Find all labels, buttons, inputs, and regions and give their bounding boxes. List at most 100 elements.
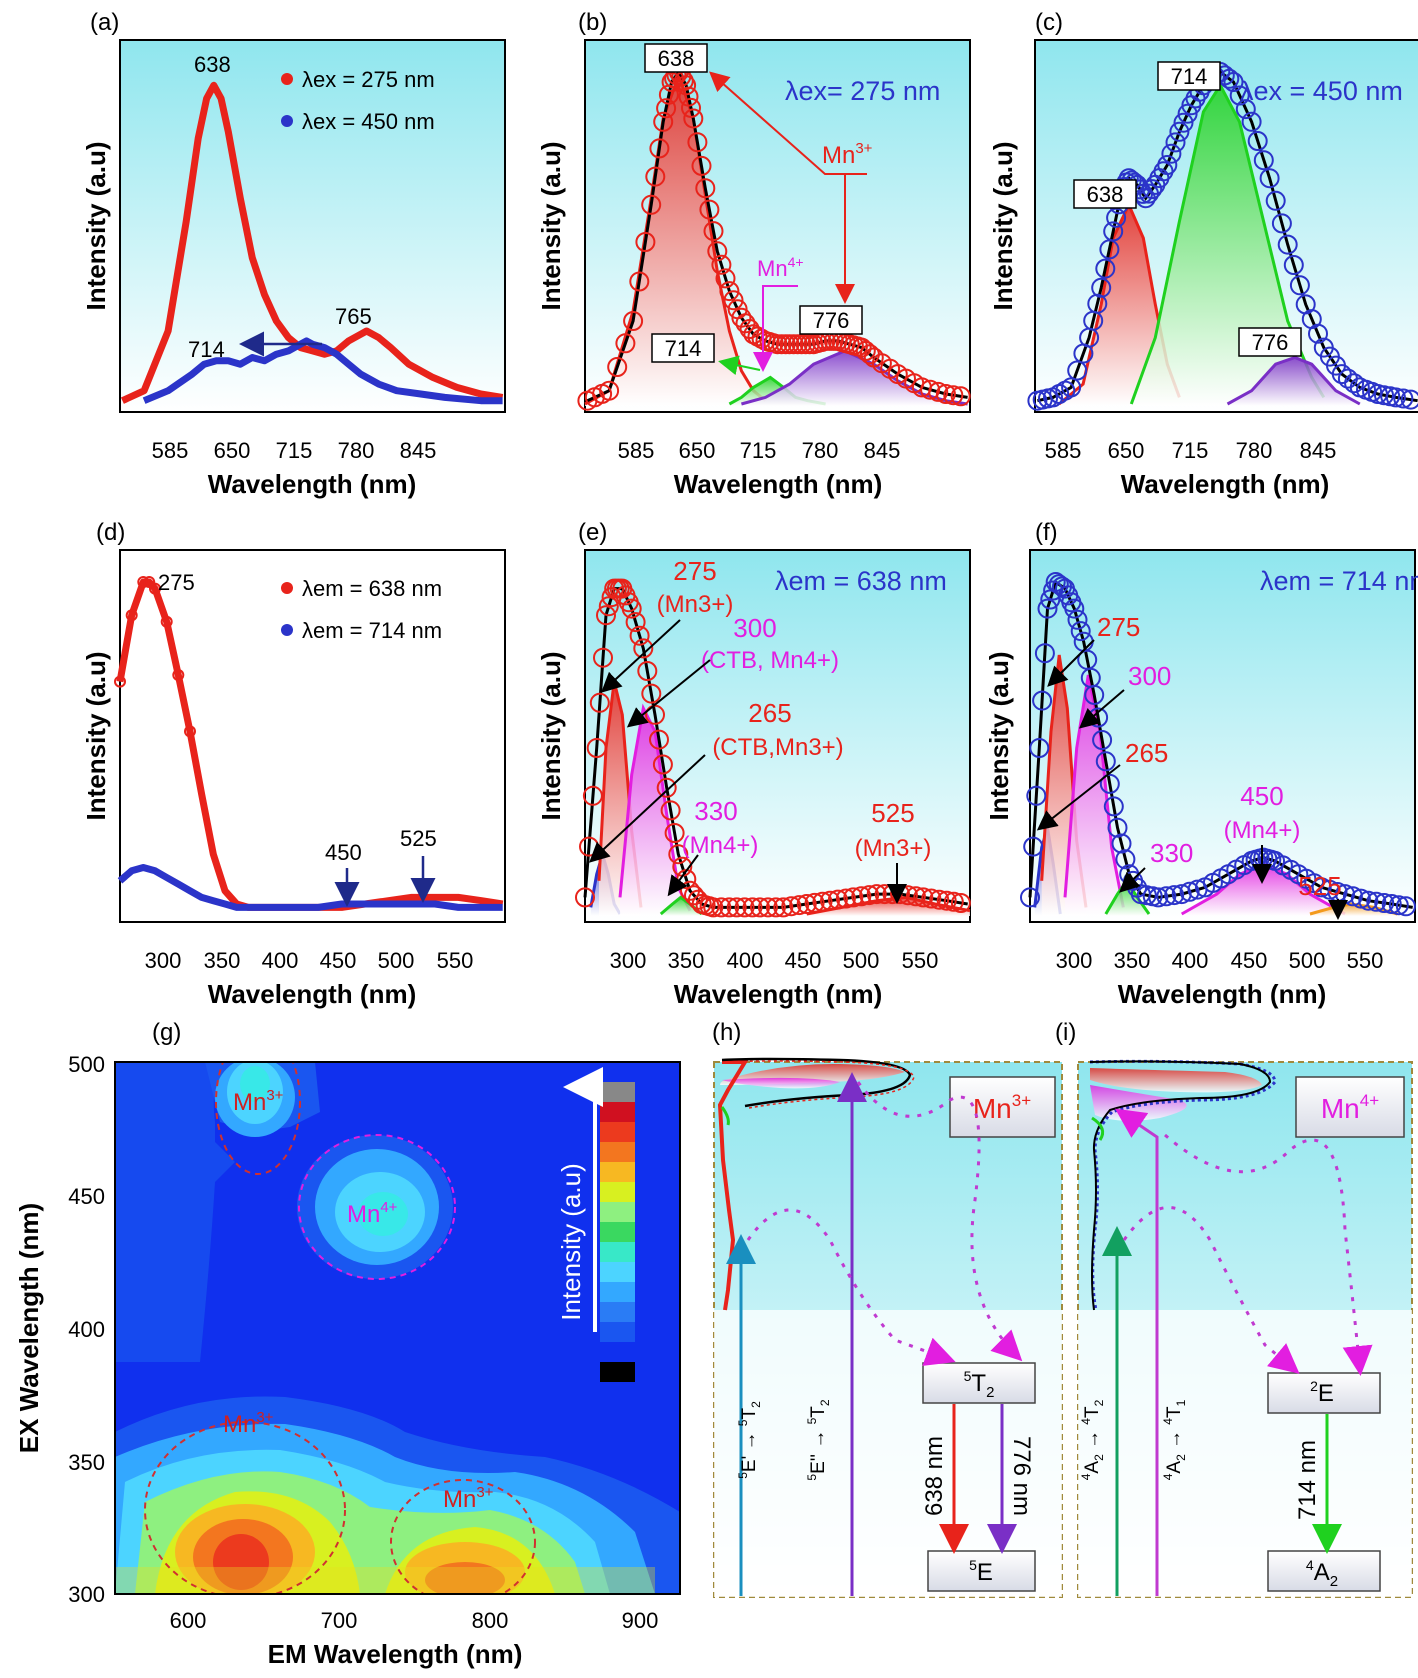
data-point bbox=[676, 75, 697, 96]
x-tick-label: 400 bbox=[262, 948, 299, 973]
data-point bbox=[1229, 85, 1250, 106]
fit-line bbox=[586, 69, 968, 403]
y-axis-label-c: Intensity (a.u) bbox=[988, 141, 1018, 310]
transition-label-4A2-4T2: 4A2 → 4T2 bbox=[1079, 1399, 1106, 1480]
rotated-spectrum-i bbox=[1089, 1059, 1277, 1311]
spectrum-fit bbox=[1089, 1060, 1272, 1311]
data-point bbox=[596, 605, 616, 626]
x-tick-label: 500 bbox=[843, 948, 880, 973]
lambda-em-label: λem = 638 nm bbox=[775, 566, 947, 596]
arrow-275 bbox=[601, 619, 681, 693]
x-tick-label: 715 bbox=[740, 438, 777, 463]
data-point bbox=[820, 890, 840, 911]
data-point bbox=[1103, 221, 1124, 242]
panel-c: (c) 585 650 715 780 845 Wavelength (nm) … bbox=[988, 9, 1418, 499]
level-5T2 bbox=[922, 1362, 1036, 1404]
annotation-638: 638 bbox=[1087, 182, 1124, 207]
data-point bbox=[950, 893, 971, 913]
data-point bbox=[621, 598, 642, 619]
data-point bbox=[866, 884, 887, 905]
spectrum-line bbox=[717, 1060, 749, 1311]
annotation-714: 714 bbox=[665, 336, 702, 361]
annotation-525: 525 bbox=[871, 798, 914, 828]
x-tick-label: 600 bbox=[170, 1608, 207, 1633]
data-point bbox=[598, 596, 619, 617]
plot-area-d bbox=[119, 549, 506, 923]
data-point bbox=[765, 897, 786, 918]
annotation-450: 450 bbox=[1240, 781, 1283, 811]
label-box-714 bbox=[651, 333, 715, 363]
data-point bbox=[1099, 773, 1120, 794]
colorbar-step bbox=[600, 1182, 635, 1202]
data-point bbox=[660, 800, 681, 821]
data-point bbox=[1023, 836, 1044, 857]
arrow-265 bbox=[589, 754, 706, 863]
level-label-5T2: 5T2 bbox=[964, 1368, 995, 1401]
legend-label: λem = 638 nm bbox=[302, 576, 442, 601]
data-point bbox=[1173, 112, 1194, 133]
colorbar-step bbox=[600, 1122, 635, 1142]
heatmap-region bbox=[115, 1567, 655, 1594]
data-point bbox=[1106, 207, 1127, 228]
data-point bbox=[668, 844, 689, 865]
annotation-450: 450 bbox=[325, 840, 362, 865]
data-point bbox=[1271, 213, 1292, 234]
spectrum-band bbox=[1090, 1068, 1262, 1093]
data-point bbox=[773, 897, 794, 918]
data-point bbox=[781, 896, 802, 917]
data-point bbox=[1247, 131, 1268, 151]
emission-label-776: 776 nm bbox=[1008, 1436, 1035, 1516]
data-point bbox=[859, 885, 880, 906]
y-axis-label-d: Intensity (a.u) bbox=[81, 651, 111, 820]
y-axis-label-a: Intensity (a.u) bbox=[81, 141, 111, 310]
panel-b: (b) 585 650 715 780 845 Wavelength (nm) … bbox=[536, 9, 971, 499]
panel-e: (e) 300 350 400 450 500 550 Wavelength (… bbox=[536, 519, 971, 1009]
data-point bbox=[652, 754, 673, 775]
legend-a: λex = 275 nm λex = 450 nm bbox=[281, 67, 435, 134]
data-point bbox=[719, 281, 740, 302]
x-tick-label: 715 bbox=[276, 438, 313, 463]
data-point bbox=[1385, 387, 1406, 408]
label-box-638 bbox=[1073, 179, 1137, 209]
x-tick-label: 585 bbox=[152, 438, 189, 463]
colorbar-step bbox=[600, 1102, 635, 1122]
data-point bbox=[593, 647, 613, 668]
data-point bbox=[160, 615, 173, 628]
arrow-275 bbox=[1047, 639, 1095, 687]
data-point bbox=[1020, 887, 1040, 908]
x-tick-label: 700 bbox=[321, 1608, 358, 1633]
component-peak-fill bbox=[1105, 880, 1149, 916]
data-point bbox=[687, 132, 708, 153]
label-box-776 bbox=[799, 305, 863, 335]
transition-label-5E1-5T2: 5E' → 5T2 bbox=[736, 1401, 763, 1479]
heatmap-region bbox=[115, 1062, 235, 1362]
y-tick-label: 500 bbox=[68, 1052, 105, 1077]
colorbar: Intensity (a.u) bbox=[556, 1067, 635, 1382]
x-ticks-f: 300 350 400 450 500 550 bbox=[1056, 948, 1384, 973]
data-point bbox=[1103, 796, 1124, 817]
data-point bbox=[172, 669, 185, 681]
x-axis-label-e: Wavelength (nm) bbox=[674, 979, 882, 1009]
x-tick-label: 450 bbox=[785, 948, 822, 973]
data-point bbox=[661, 72, 682, 92]
data-point bbox=[1388, 895, 1409, 916]
data-point bbox=[1223, 72, 1244, 92]
x-tick-label: 800 bbox=[472, 1608, 509, 1633]
region-label-mn3: Mn3+ bbox=[223, 1409, 274, 1438]
panel-label-g: (g) bbox=[152, 1019, 181, 1046]
data-point bbox=[1095, 258, 1116, 279]
data-point bbox=[703, 897, 724, 918]
x-tick-label: 650 bbox=[214, 438, 251, 463]
data-point bbox=[683, 108, 704, 129]
data-point bbox=[715, 268, 736, 289]
data-point bbox=[607, 357, 628, 377]
annotation-300: 300 bbox=[1128, 661, 1171, 691]
data-point bbox=[586, 738, 607, 758]
legend-label: λex = 450 nm bbox=[302, 109, 435, 134]
data-point bbox=[629, 271, 650, 292]
data-point bbox=[943, 891, 964, 912]
data-point bbox=[789, 895, 810, 916]
y-tick-label: 300 bbox=[68, 1582, 105, 1607]
x-tick-label: 300 bbox=[1056, 948, 1093, 973]
region-outline bbox=[144, 1421, 346, 1594]
